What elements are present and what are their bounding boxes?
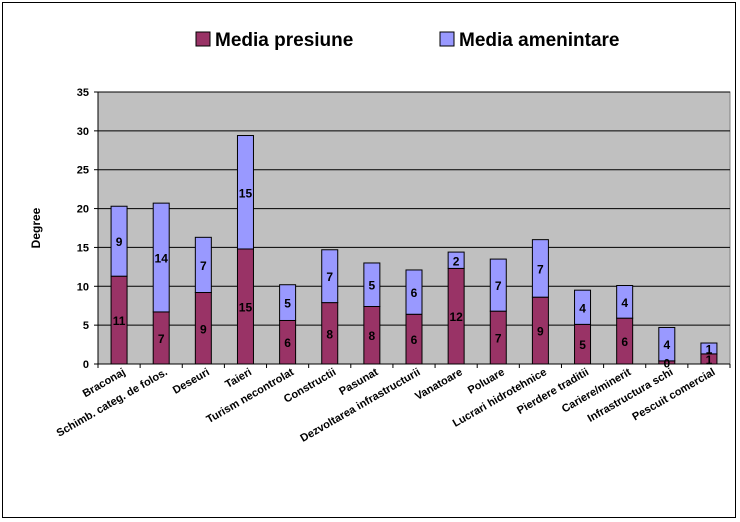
bar-media-amenintare-pescuit-comercial [700, 342, 718, 355]
bar-media-amenintare-braconaj [110, 205, 128, 277]
bar-media-amenintare-constructii [321, 249, 339, 304]
data-label-media-presiune-taieri: 15 [239, 300, 253, 314]
data-label-media-amenintare-schimb-categ-de-folos: 14 [155, 252, 169, 266]
y-axis-label: Degree [29, 207, 43, 248]
data-label-media-presiune-pasunat: 8 [369, 329, 376, 343]
y-tick-label-0: 0 [83, 359, 89, 371]
y-tick-label-20: 20 [77, 204, 89, 216]
data-label-media-presiune-pescuit-comercial: 1 [706, 353, 713, 367]
data-labels: 11 9 7 14 9 7 15 15 6 5 8 7 8 5 6 6 12 2 7 7 9 7 5 4 6 4 0 4 11 [113, 186, 713, 370]
data-label-media-presiune-schimb-categ-de-folos: 7 [158, 332, 165, 346]
y-tick-label-35: 35 [77, 87, 89, 99]
data-label-media-amenintare-constructii: 7 [326, 270, 333, 284]
data-label-media-amenintare-pescuit-comercial: 1 [706, 342, 713, 356]
x-tick-label-deseuri: Deseuri [171, 366, 212, 397]
bar-media-amenintare-turism-necontrolat [279, 284, 297, 321]
data-label-media-presiune-turism-necontrolat: 6 [284, 336, 291, 350]
data-label-media-presiune-infrastructura-schi: 0 [663, 356, 670, 370]
y-tick-label-5: 5 [83, 320, 89, 332]
data-label-media-presiune-dezvoltarea-infrastructurii: 6 [411, 333, 418, 347]
legend-label-media-presiune: Media presiune [215, 30, 353, 51]
data-label-media-presiune-constructii: 8 [326, 327, 333, 341]
legend: Media presiune Media amenintare [195, 30, 620, 51]
bar-media-amenintare-deseuri [194, 236, 212, 294]
data-label-media-amenintare-vanatoare: 2 [453, 254, 460, 268]
bar-media-amenintare-poluare [489, 258, 507, 312]
x-tick-label-taieri: Taieri [223, 366, 254, 391]
bar-media-amenintare-taieri [236, 135, 254, 250]
bar-media-amenintare-cariere-minerit [616, 285, 634, 319]
legend-label-media-amenintare: Media amenintare [459, 30, 620, 51]
data-label-media-amenintare-pasunat: 5 [369, 279, 376, 293]
bar-media-amenintare-pasunat [363, 262, 381, 307]
bar-media-amenintare-vanatoare [447, 251, 465, 269]
y-tick-label-25: 25 [77, 165, 89, 177]
bar-media-amenintare-dezvoltarea-infrastructurii [405, 269, 423, 315]
data-label-media-presiune-poluare: 7 [495, 332, 502, 346]
data-label-media-amenintare-infrastructura-schi: 4 [663, 338, 670, 352]
data-label-media-presiune-pierdere-traditii: 5 [579, 338, 586, 352]
data-label-media-amenintare-taieri: 15 [239, 186, 253, 200]
y-tick-label-15: 15 [77, 242, 89, 254]
data-label-media-amenintare-cariere-minerit: 4 [621, 296, 628, 310]
y-tick-label-30: 30 [77, 126, 89, 138]
bar-media-amenintare-infrastructura-schi [658, 326, 676, 362]
data-label-media-amenintare-deseuri: 7 [200, 259, 207, 273]
data-label-media-amenintare-poluare: 7 [495, 279, 502, 293]
bar-media-amenintare-pierdere-traditii [574, 289, 592, 325]
data-label-media-presiune-lucrari-hidrotehnice: 9 [537, 325, 544, 339]
data-label-media-amenintare-pierdere-traditii: 4 [579, 301, 586, 315]
x-tick-label-vanatoare: Vanatoare [413, 366, 465, 403]
data-label-media-amenintare-turism-necontrolat: 5 [284, 297, 291, 311]
legend-swatch-media-amenintare [439, 31, 455, 47]
bar-media-amenintare-lucrari-hidrotehnice [531, 239, 549, 298]
data-label-media-presiune-deseuri: 9 [200, 322, 207, 336]
data-label-media-amenintare-braconaj: 9 [116, 235, 123, 249]
y-tick-label-10: 10 [77, 281, 89, 293]
data-label-media-presiune-cariere-minerit: 6 [621, 335, 628, 349]
x-tick-label-pierdere-traditii: Pierdere traditii [515, 366, 591, 417]
legend-swatch-media-presiune [195, 31, 211, 47]
data-label-media-amenintare-dezvoltarea-infrastructurii: 6 [411, 286, 418, 300]
data-label-media-amenintare-lucrari-hidrotehnice: 7 [537, 262, 544, 276]
bar-media-amenintare-schimb-categ-de-folos [152, 202, 170, 313]
data-label-media-presiune-vanatoare: 12 [449, 310, 463, 324]
data-label-media-presiune-braconaj: 11 [113, 314, 126, 328]
bars [110, 135, 718, 365]
